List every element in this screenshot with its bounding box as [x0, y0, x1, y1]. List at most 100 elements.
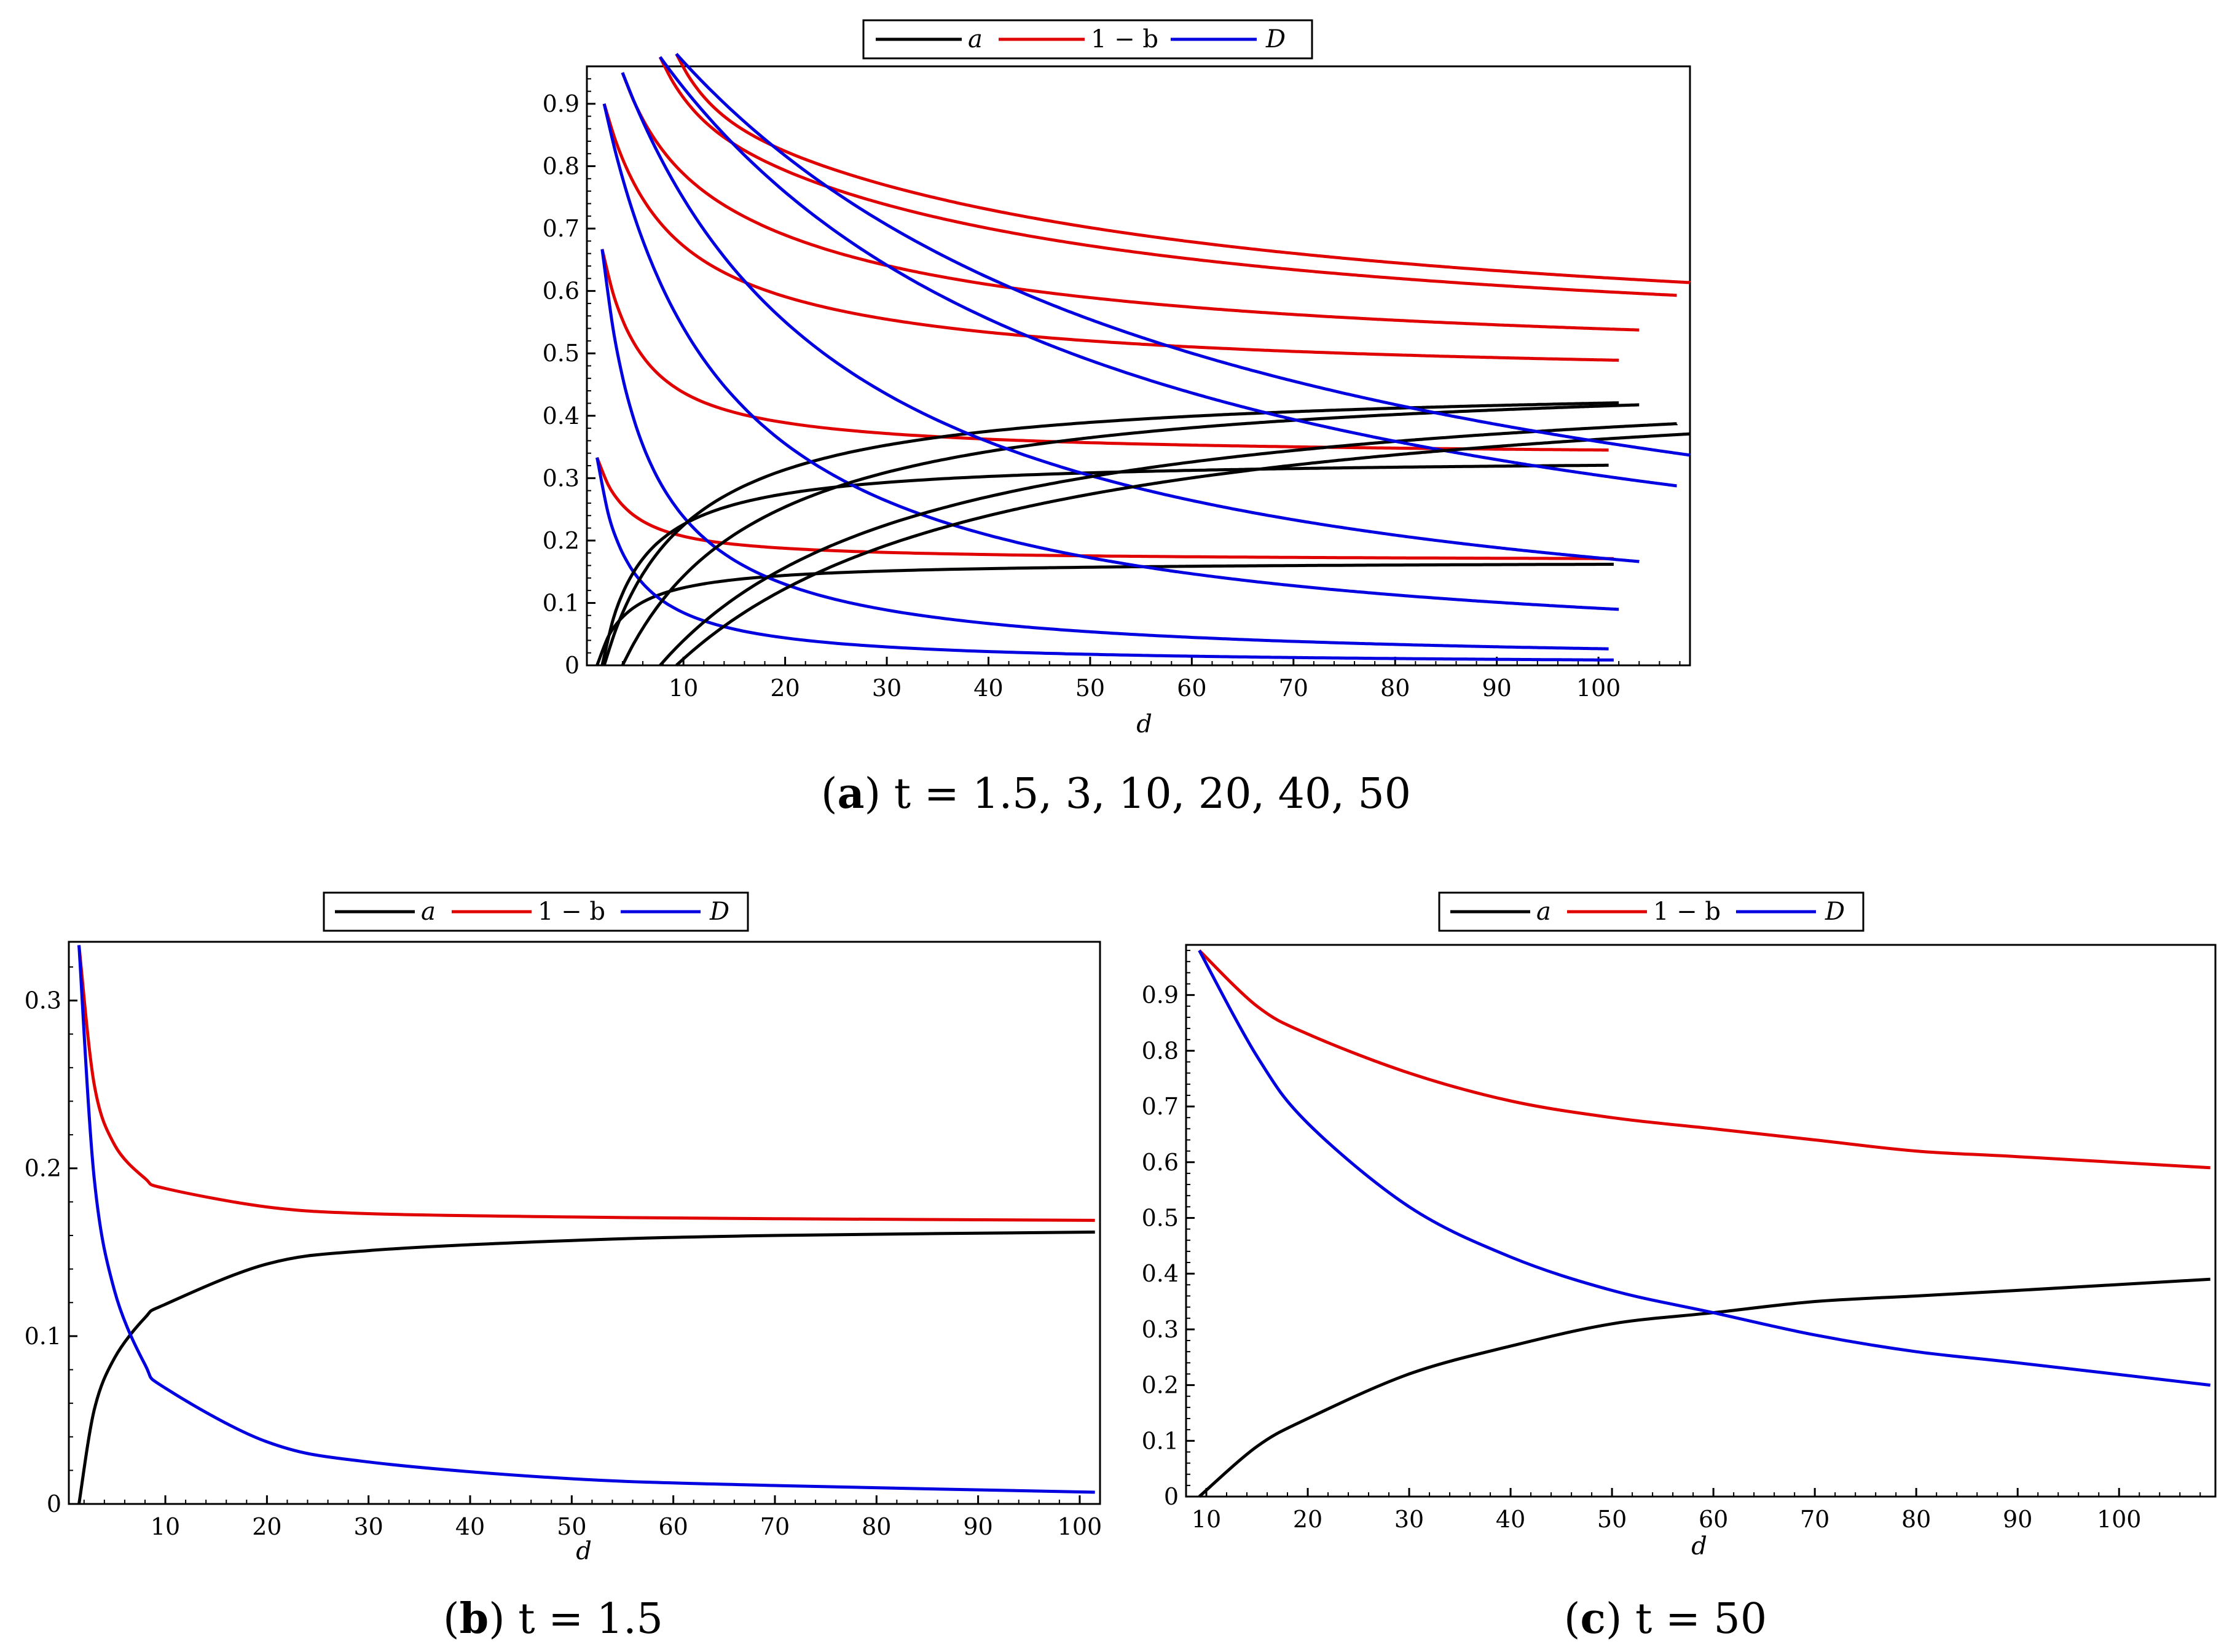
y-tick-label: 0.9 — [1142, 982, 1179, 1009]
x-tick-label: 60 — [1177, 675, 1206, 702]
y-tick-label: 0 — [47, 1490, 61, 1517]
x-tick-label: 40 — [973, 675, 1003, 702]
series-line-D-t1.5 — [595, 457, 1616, 662]
series-line-D-t50 — [675, 53, 1692, 457]
legend-label-one-minus-b: 1 − b — [1091, 25, 1158, 53]
legend-label-a: a — [1536, 898, 1551, 926]
series-line-a-t3 — [600, 463, 1611, 666]
series-line-D — [77, 945, 1095, 1494]
x-tick-label: 10 — [669, 675, 698, 702]
y-tick-label: 0.1 — [25, 1323, 61, 1350]
series-line-D-t20 — [621, 72, 1641, 563]
y-tick-label: 0.2 — [1142, 1372, 1179, 1399]
series-line-D-t3 — [600, 249, 1611, 651]
y-tick-label: 0.3 — [543, 464, 580, 491]
legend-c: a 1 − b D — [1438, 891, 1865, 932]
x-tick-label: 100 — [1058, 1513, 1102, 1540]
series-line-a-t40 — [659, 422, 1681, 667]
series-line-D-t40 — [659, 56, 1678, 488]
x-tick-label: 100 — [2097, 1506, 2142, 1533]
y-tick-label: 0.2 — [25, 1155, 61, 1182]
x-tick-label: 80 — [1901, 1506, 1931, 1533]
series-line-a-t10 — [602, 401, 1621, 666]
caption-c: (c) t = 50 — [1564, 1594, 1767, 1643]
y-tick-label: 0.4 — [543, 402, 580, 429]
chart-panel-a: a 1 − b D 10 20 30 40 50 60 70 80 90 100 0 0.1 0.2 0.… — [543, 19, 1692, 818]
x-tick-label: 20 — [252, 1513, 281, 1540]
legend-label-D: D — [1265, 25, 1286, 53]
x-tick-label: 10 — [151, 1513, 180, 1540]
x-tick-label: 50 — [1597, 1506, 1627, 1533]
x-tick-label: 90 — [963, 1513, 992, 1540]
x-tick-label: 50 — [1075, 675, 1105, 702]
x-tick-label: 40 — [455, 1513, 485, 1540]
x-axis-label-c: d — [1691, 1532, 1707, 1560]
x-tick-label: 90 — [2003, 1506, 2032, 1533]
caption-text: t = 1.5, 3, 10, 20, 40, 50 — [894, 770, 1411, 818]
caption-text: t = 50 — [1635, 1595, 1767, 1643]
y-tick-label: 0.7 — [543, 215, 580, 242]
x-tick-label: 80 — [862, 1513, 891, 1540]
series-line-a — [1198, 1277, 2210, 1498]
x-tick-label: 70 — [1800, 1506, 1829, 1533]
caption-a: (a) t = 1.5, 3, 10, 20, 40, 50 — [821, 769, 1411, 818]
caption-letter: c — [1580, 1594, 1605, 1643]
y-tick-label: 0.7 — [1142, 1093, 1179, 1120]
legend-b: a 1 − b D — [323, 891, 749, 932]
y-tick-label: 0.2 — [543, 527, 580, 554]
series-line-a — [77, 1231, 1095, 1505]
series-line-a-t50 — [675, 432, 1692, 667]
series-line-D-t10 — [602, 103, 1619, 611]
y-tick-label: 0.6 — [543, 278, 580, 305]
x-tick-label: 60 — [658, 1513, 688, 1540]
y-tick-label: 0.5 — [1142, 1204, 1179, 1231]
x-tick-label: 60 — [1699, 1506, 1728, 1533]
y-tick-label: 0.3 — [25, 987, 61, 1014]
x-tick-label: 50 — [557, 1513, 586, 1540]
x-tick-label: 30 — [872, 675, 902, 702]
series-line-D — [1198, 949, 2210, 1387]
x-tick-label: 40 — [1496, 1506, 1525, 1533]
series-line-one-minus-b-t50 — [675, 53, 1692, 284]
plot-frame-c — [1185, 944, 2217, 1498]
x-axis-label-a: d — [1136, 710, 1152, 738]
y-tick-label: 0.1 — [543, 589, 580, 616]
x-tick-label: 30 — [1394, 1506, 1424, 1533]
y-tick-label: 0.8 — [543, 153, 580, 180]
series-line-a-t20 — [621, 403, 1641, 667]
x-tick-label: 100 — [1576, 675, 1621, 702]
curves-b — [77, 945, 1095, 1505]
plot-frame-b — [68, 941, 1101, 1505]
y-tick-label: 0.8 — [1142, 1037, 1179, 1064]
series-line-one-minus-b-t10 — [602, 103, 1621, 362]
caption-text: t = 1.5 — [518, 1595, 663, 1643]
caption-letter: a — [838, 769, 865, 818]
y-tick-label: 0 — [1164, 1483, 1179, 1510]
y-tick-label: 0.5 — [543, 340, 580, 367]
series-line-one-minus-b — [1198, 949, 2210, 1170]
x-tick-label: 90 — [1482, 675, 1511, 702]
x-axis-label-b: d — [576, 1537, 592, 1565]
y-tick-label: 0.3 — [1142, 1316, 1179, 1343]
axis-ticks-a: 10 20 30 40 50 60 70 80 90 100 0 0.1 0.2 0.3 0.4 0.5 0.6… — [543, 66, 1681, 702]
x-tick-label: 10 — [1192, 1506, 1221, 1533]
x-tick-label: 80 — [1380, 675, 1410, 702]
legend-label-a: a — [968, 25, 983, 53]
legend-label-one-minus-b: 1 − b — [538, 898, 605, 926]
chart-panel-b: a 1 − b D 10 20 30 40 50 60 70 80 90 100 0 0.1 0.2 0.… — [25, 891, 1102, 1643]
y-tick-label: 0.1 — [1142, 1427, 1179, 1454]
x-tick-label: 30 — [354, 1513, 383, 1540]
legend-label-a: a — [421, 898, 436, 926]
series-line-one-minus-b-t3 — [600, 248, 1611, 452]
caption-b: (b) t = 1.5 — [443, 1594, 663, 1643]
axis-ticks-c: 10 20 30 40 50 60 70 80 90 100 0 0.1 0.2 0.3 0.4 0.5 0.6… — [1142, 950, 2201, 1533]
chart-panel-c: a 1 − b D 10 20 30 40 50 60 70 80 90 100 0 0.1 0.2 0.… — [1142, 891, 2217, 1643]
axis-ticks-b: 10 20 30 40 50 60 70 80 90 100 0 0.1 0.2 0.3 — [25, 966, 1102, 1540]
x-tick-label: 70 — [1279, 675, 1308, 702]
legend-label-D: D — [709, 898, 729, 926]
curves-c — [1198, 949, 2210, 1498]
series-line-a-t1.5 — [595, 562, 1616, 666]
y-tick-label: 0.6 — [1142, 1149, 1179, 1176]
y-tick-label: 0.9 — [543, 90, 580, 117]
